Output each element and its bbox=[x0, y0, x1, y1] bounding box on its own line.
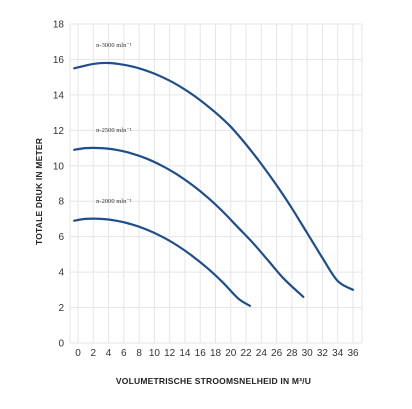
y-tick-label: 0 bbox=[58, 339, 64, 350]
grid bbox=[69, 23, 363, 344]
x-tick-label: 4 bbox=[106, 348, 112, 359]
x-tick-label: 10 bbox=[149, 348, 161, 359]
y-tick-label: 8 bbox=[58, 197, 64, 208]
y-tick-label: 16 bbox=[53, 55, 65, 66]
x-tick-label: 26 bbox=[271, 348, 283, 359]
x-tick-label: 8 bbox=[136, 348, 142, 359]
x-tick-label: 30 bbox=[302, 348, 314, 359]
series-line-1 bbox=[73, 61, 355, 291]
series-labels: n-3000 mln⁻¹ n-2500 mln⁻¹ n-2000 mln⁻¹ bbox=[96, 42, 132, 205]
y-tick-label: 2 bbox=[58, 303, 64, 314]
x-tick-label: 14 bbox=[179, 348, 191, 359]
x-tick-label: 0 bbox=[75, 348, 81, 359]
series-line-2 bbox=[73, 146, 305, 298]
y-tick-label: 12 bbox=[53, 126, 65, 137]
x-tick-label: 2 bbox=[90, 348, 96, 359]
x-tick-label: 34 bbox=[332, 348, 344, 359]
x-tick-label: 18 bbox=[210, 348, 222, 359]
series-label-1: n-3000 mln⁻¹ bbox=[96, 42, 132, 49]
x-tick-label: 12 bbox=[164, 348, 176, 359]
y-tick-label: 6 bbox=[58, 232, 64, 243]
series-lines bbox=[73, 61, 355, 307]
x-tick-label: 22 bbox=[240, 348, 252, 359]
y-tick-label: 10 bbox=[53, 161, 65, 172]
x-tick-label: 32 bbox=[317, 348, 329, 359]
x-axis-title: VOLUMETRISCHE STROOMSNELHEID IN M³/U bbox=[116, 376, 311, 386]
y-tick-label: 14 bbox=[53, 90, 65, 101]
series-label-3: n-2000 mln⁻¹ bbox=[96, 198, 132, 205]
y-tick-label: 18 bbox=[53, 20, 65, 31]
axes: 0 2 4 6 8 10 12 14 16 18 20 22 24 26 28 30 32 34 360246810… bbox=[53, 20, 359, 360]
x-tick-label: 24 bbox=[256, 348, 268, 359]
y-tick-label: 4 bbox=[58, 268, 64, 279]
series-line-3 bbox=[73, 217, 251, 307]
y-axis-title: TOTALE DRUK IN METER bbox=[34, 138, 44, 245]
x-tick-label: 20 bbox=[225, 348, 237, 359]
x-tick-label: 36 bbox=[347, 348, 359, 359]
x-tick-label: 16 bbox=[195, 348, 207, 359]
series-label-2: n-2500 mln⁻¹ bbox=[96, 127, 132, 134]
x-tick-label: 28 bbox=[286, 348, 298, 359]
x-tick-label: 6 bbox=[121, 348, 127, 359]
